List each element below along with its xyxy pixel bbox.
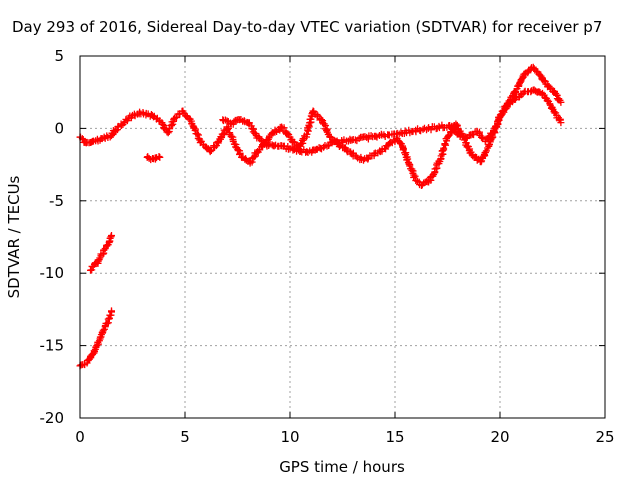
series-short-segment (143, 152, 164, 164)
series-main (76, 86, 565, 189)
data-point (100, 246, 108, 254)
data-point (320, 143, 328, 151)
data-point (236, 149, 244, 157)
data-points (76, 63, 565, 370)
data-point (351, 136, 359, 144)
y-tick-label: 5 (54, 47, 64, 65)
x-tick-label: 15 (385, 428, 404, 446)
data-point (411, 172, 419, 180)
data-point (303, 130, 311, 138)
data-point (427, 126, 435, 134)
data-point (540, 77, 548, 85)
data-point (297, 147, 305, 155)
data-point (404, 155, 412, 163)
data-point (484, 144, 492, 152)
data-point (484, 134, 492, 142)
series-low-arc-2 (76, 307, 116, 370)
y-axis-label: SDTVAR / TECUs (5, 175, 23, 298)
data-point (103, 320, 111, 328)
x-axis-label: GPS time / hours (279, 458, 405, 476)
data-point (108, 232, 115, 240)
x-tick-label: 20 (490, 428, 509, 446)
y-tick-label: -20 (40, 409, 65, 427)
data-point (412, 128, 420, 136)
data-point (224, 124, 232, 132)
data-point (382, 145, 390, 153)
data-point (159, 120, 167, 128)
ticks: 0 5 10 15 20 25 5 0 -5 -10 -15 -20 (40, 47, 615, 446)
data-point (323, 127, 331, 135)
x-tick-label: 0 (75, 428, 85, 446)
series-upper-band (219, 63, 565, 156)
series-low-arc-1 (87, 232, 115, 274)
chart-title: Day 293 of 2016, Sidereal Day-to-day VTE… (12, 18, 603, 36)
data-point (505, 97, 513, 105)
data-point (155, 152, 163, 160)
x-tick-label: 5 (180, 428, 190, 446)
y-tick-label: -10 (40, 264, 65, 282)
data-point (164, 129, 172, 137)
data-point (90, 347, 98, 355)
x-tick-label: 25 (595, 428, 614, 446)
y-tick-label: 0 (54, 119, 64, 137)
y-tick-label: -15 (40, 337, 65, 355)
data-point (108, 307, 115, 315)
y-tick-label: -5 (49, 192, 64, 210)
data-point (550, 108, 558, 116)
data-point (156, 153, 164, 161)
plot-frame (79, 55, 606, 419)
data-point (304, 127, 312, 135)
data-point (557, 98, 565, 106)
data-point (481, 148, 489, 156)
x-tick-label: 10 (280, 428, 299, 446)
data-point (320, 120, 328, 128)
plot-area (80, 56, 605, 418)
data-point (519, 73, 527, 81)
data-point (193, 130, 201, 138)
data-point (264, 135, 272, 143)
data-point (191, 127, 199, 135)
data-point (557, 119, 565, 127)
data-point (372, 132, 380, 140)
data-point (112, 127, 120, 135)
